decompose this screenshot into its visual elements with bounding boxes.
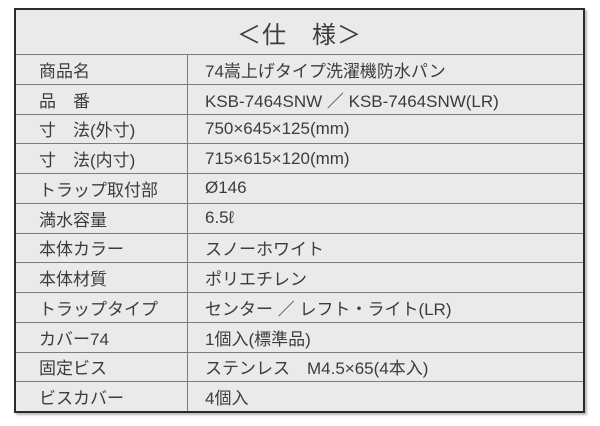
table-row: 本体材質 ポリエチレン bbox=[16, 262, 583, 292]
table-row: トラップ取付部 Ø146 bbox=[16, 173, 583, 203]
row-label-screw-covers: ビスカバー bbox=[39, 389, 124, 409]
row-label-inner-dimensions: 寸 法(内寸) bbox=[39, 151, 136, 171]
table-row: 品 番 KSB-7464SNW ／ KSB-7464SNW(LR) bbox=[16, 83, 583, 114]
row-value-trap-mount: Ø146 bbox=[187, 174, 583, 203]
row-label-product-name: 商品名 bbox=[39, 61, 90, 81]
row-value-full-capacity: 6.5ℓ bbox=[187, 203, 583, 233]
spec-table-title: ＜仕 様＞ bbox=[237, 21, 362, 49]
row-value-trap-type: センター ／ レフト・ライト(LR) bbox=[187, 293, 583, 322]
row-label-fixing-screws: 固定ビス bbox=[39, 359, 107, 379]
row-label-outer-dimensions: 寸 法(外寸) bbox=[39, 121, 136, 141]
row-value-cover-74: 1個入(標準品) bbox=[187, 322, 583, 352]
row-label-cover-74: カバー74 bbox=[39, 329, 109, 349]
row-value-fixing-screws: ステンレス M4.5×65(4本入) bbox=[187, 352, 583, 382]
row-value-product-name: 74嵩上げタイプ洗濯機防水パン bbox=[187, 55, 583, 84]
row-label-trap-mount: トラップ取付部 bbox=[39, 180, 158, 200]
row-value-body-material: ポリエチレン bbox=[187, 263, 583, 292]
row-value-body-color: スノーホワイト bbox=[187, 233, 583, 263]
table-row: 寸 法(内寸) 715×615×120(mm) bbox=[16, 143, 583, 173]
row-value-screw-covers: 4個入 bbox=[187, 382, 583, 411]
spec-table: ＜仕 様＞ 商品名 74嵩上げタイプ洗濯機防水パン 品 番 KSB-7464SN… bbox=[14, 8, 585, 413]
row-label-full-capacity: 満水容量 bbox=[39, 210, 107, 230]
table-row: 商品名 74嵩上げタイプ洗濯機防水パン bbox=[16, 54, 583, 84]
row-value-model-number: KSB-7464SNW ／ KSB-7464SNW(LR) bbox=[187, 84, 583, 114]
table-row: 本体カラー スノーホワイト bbox=[16, 232, 583, 263]
row-label-body-color: 本体カラー bbox=[39, 240, 124, 260]
table-row: トラップタイプ センター ／ レフト・ライト(LR) bbox=[16, 292, 583, 322]
table-row: 満水容量 6.5ℓ bbox=[16, 202, 583, 233]
table-row: 寸 法(外寸) 750×645×125(mm) bbox=[16, 113, 583, 144]
row-label-trap-type: トラップタイプ bbox=[39, 299, 158, 319]
row-label-model-number: 品 番 bbox=[39, 91, 90, 111]
row-value-outer-dimensions: 750×645×125(mm) bbox=[187, 114, 583, 144]
table-row: 固定ビス ステンレス M4.5×65(4本入) bbox=[16, 351, 583, 382]
row-value-inner-dimensions: 715×615×120(mm) bbox=[187, 144, 583, 173]
table-row: ビスカバー 4個入 bbox=[16, 381, 583, 411]
row-label-body-material: 本体材質 bbox=[39, 270, 107, 290]
table-row: カバー74 1個入(標準品) bbox=[16, 321, 583, 352]
